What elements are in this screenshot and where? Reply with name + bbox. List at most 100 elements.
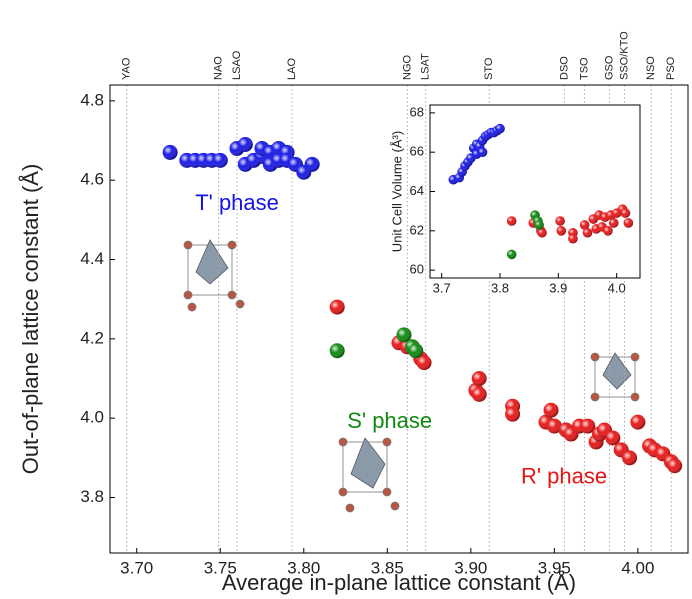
x-tick-label: 3.9 <box>549 280 567 295</box>
plot-frame <box>109 84 689 554</box>
x-axis-label: Average in-plane lattice constant (Å) <box>222 570 576 595</box>
point-shine <box>608 218 619 228</box>
y-axis-label: Unit Cell Volume (Å³) <box>389 131 404 252</box>
point-shine <box>495 123 505 134</box>
point <box>237 136 253 152</box>
point-shine <box>505 406 521 422</box>
crystal-icon <box>183 239 245 312</box>
substrate-label: LAO <box>286 58 298 80</box>
point <box>543 402 559 418</box>
point-shine <box>622 450 638 466</box>
x-tick-label: 3.95 <box>538 558 571 577</box>
point-shine <box>212 152 228 168</box>
point <box>623 218 634 228</box>
point-shine <box>162 144 178 160</box>
x-tick-label: 3.70 <box>120 558 153 577</box>
inset-background <box>430 105 640 278</box>
point-shine <box>556 226 567 236</box>
point <box>505 406 521 422</box>
substrate-label: GSO <box>603 55 615 80</box>
point <box>304 156 320 172</box>
point-shine <box>408 343 424 359</box>
point-shine <box>603 226 613 236</box>
point-shine <box>471 370 487 386</box>
point <box>329 299 345 315</box>
y-tick-label: 4.2 <box>80 328 104 347</box>
y-tick-label: 66 <box>410 144 424 159</box>
y-axis-label: Out-of-plane lattice constant (Å) <box>18 164 43 475</box>
point <box>608 218 619 228</box>
point-shine <box>667 458 683 474</box>
point-shine <box>543 402 559 418</box>
substrate-label: LSAO <box>231 50 243 80</box>
point-shine <box>534 220 544 230</box>
point <box>471 386 487 402</box>
point <box>630 414 646 430</box>
y-tick-label: 68 <box>410 104 424 119</box>
point <box>667 458 683 474</box>
point-shine <box>537 227 547 238</box>
point <box>620 208 631 218</box>
point <box>506 216 517 226</box>
x-tick-label: 3.85 <box>371 558 404 577</box>
phase-label: R' phase <box>521 463 607 488</box>
point-shine <box>605 430 621 446</box>
point-shine <box>477 147 488 157</box>
point-shine <box>329 343 345 359</box>
substrate-label: PSO <box>665 56 677 80</box>
substrate-label: NSO <box>645 56 657 80</box>
substrate-label: NGO <box>401 55 413 81</box>
point-shine <box>579 220 590 230</box>
substrate-label: DSO <box>558 56 570 80</box>
phase-label: S' phase <box>347 408 432 433</box>
substrate-label: STO <box>483 57 495 80</box>
x-tick-label: 4.0 <box>608 280 626 295</box>
point-shine <box>506 216 517 226</box>
crystal-icons <box>183 239 640 513</box>
point <box>622 450 638 466</box>
point-shine <box>620 208 631 218</box>
y-tick-label: 4.4 <box>80 249 104 268</box>
y-tick-label: 64 <box>410 183 424 198</box>
substrate-label: TSO <box>578 57 590 80</box>
point-shine <box>471 386 487 402</box>
point <box>603 226 613 236</box>
substrate-label: LSAT <box>420 53 432 80</box>
x-tick-label: 3.7 <box>433 280 451 295</box>
x-tick-label: 3.80 <box>287 558 320 577</box>
y-tick-label: 4.0 <box>80 408 104 427</box>
point <box>329 343 345 359</box>
point-shine <box>237 136 253 152</box>
point <box>534 220 544 230</box>
point <box>396 327 412 343</box>
phase-label: T' phase <box>195 190 279 215</box>
x-tick-label: 3.75 <box>204 558 237 577</box>
y-tick-label: 4.6 <box>80 170 104 189</box>
point-shine <box>396 327 412 343</box>
point <box>408 343 424 359</box>
point <box>546 418 562 434</box>
point-shine <box>630 414 646 430</box>
point-shine <box>568 233 578 244</box>
point <box>416 355 432 371</box>
point-shine <box>506 249 517 260</box>
y-tick-label: 4.8 <box>80 90 104 109</box>
point <box>582 227 593 238</box>
point <box>506 249 517 260</box>
x-tick-label: 4.00 <box>621 558 654 577</box>
point <box>580 418 596 434</box>
point-shine <box>580 418 596 434</box>
point <box>212 152 228 168</box>
substrate-label: YAO <box>121 57 133 80</box>
point-shine <box>329 299 345 315</box>
point-shine <box>555 216 565 226</box>
y-tick-label: 3.8 <box>80 487 104 506</box>
point-shine <box>304 156 320 172</box>
crystal-icon <box>590 352 640 402</box>
crystal-icon <box>338 437 400 513</box>
point <box>162 144 178 160</box>
substrate-label: SSO/KTO <box>618 31 630 80</box>
x-tick-label: 3.90 <box>454 558 487 577</box>
point <box>556 226 567 236</box>
